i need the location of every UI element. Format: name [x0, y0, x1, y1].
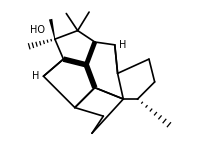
Polygon shape [49, 19, 55, 39]
Text: H: H [32, 71, 39, 81]
Text: H: H [118, 40, 126, 50]
Text: HO: HO [30, 25, 45, 35]
